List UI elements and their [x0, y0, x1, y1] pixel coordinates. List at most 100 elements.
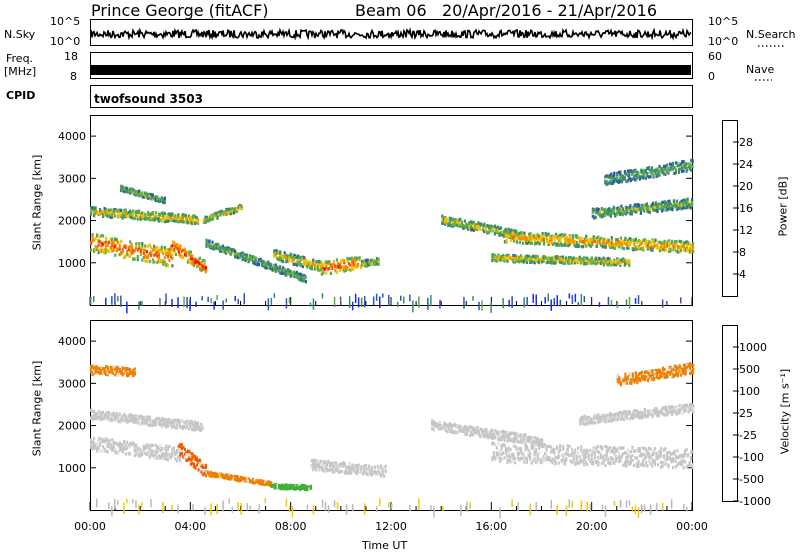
power-echo-cell: [661, 170, 664, 174]
power-echo-cell: [228, 248, 231, 252]
power-echo-cell: [315, 260, 318, 264]
velocity-echo-cell: [264, 483, 267, 487]
velocity-echo-cell: [571, 461, 574, 465]
power-echo-cell: [181, 216, 184, 220]
power-echo-cell: [621, 212, 624, 216]
power-echo-cell: [668, 199, 671, 203]
velocity-echo-cell: [637, 459, 640, 463]
power-echo-cell: [685, 205, 688, 209]
power-echo-cell: [250, 256, 253, 260]
power-echo-cell: [353, 256, 357, 260]
power-echo-cell: [654, 203, 658, 207]
power-echo-cell: [312, 258, 315, 262]
power-echo-cell: [273, 267, 276, 271]
power-echo-cell: [175, 214, 178, 219]
velocity-echo-cell: [340, 462, 343, 466]
velocity-echo-cell: [197, 458, 200, 462]
power-echo-cell: [280, 259, 283, 263]
velocity-echo-cell: [476, 427, 479, 431]
velocity-echo-cell: [232, 477, 235, 481]
velocity-echo-cell: [135, 446, 138, 450]
velocity-echo-cell: [525, 460, 529, 464]
power-echo-cell: [668, 207, 671, 211]
power-echo-cell: [192, 261, 195, 265]
power-echo-cell: [135, 246, 138, 250]
power-echo-cell: [179, 244, 182, 248]
velocity-echo-cell: [626, 448, 629, 452]
power-echo-cell: [162, 211, 165, 215]
velocity-echo-cell: [610, 450, 613, 454]
power-echo-cell: [536, 260, 539, 264]
power-echo-cell: [646, 245, 649, 249]
power-echo-cell: [132, 248, 135, 253]
power-echo-band: [120, 184, 166, 205]
power-echo-cell: [549, 235, 552, 239]
power-echo-cell: [376, 256, 379, 261]
velocity-echo-cell: [519, 449, 523, 453]
power-echo-cell: [462, 223, 465, 227]
velocity-echo-cell: [325, 468, 328, 472]
power-echo-cell: [529, 259, 532, 263]
power-echo-cell: [675, 240, 678, 244]
power-echo-cell: [346, 259, 349, 263]
power-echo-cell: [684, 249, 687, 253]
velocity-echo-cell: [255, 478, 258, 482]
power-echo-cell: [560, 257, 563, 261]
power-echo-cell: [610, 182, 613, 186]
power-echo-cell: [620, 260, 623, 264]
power-echo-cell: [142, 215, 145, 219]
nave-tick-top: 60: [708, 50, 722, 63]
velocity-echo-cell: [150, 418, 153, 422]
power-echo-cell: [677, 203, 680, 207]
velocity-echo-cell: [562, 458, 565, 462]
power-echo-cell: [141, 211, 144, 215]
power-echo-cell: [460, 224, 463, 228]
power-echo-cell: [160, 259, 163, 263]
velocity-echo-cell: [169, 421, 172, 425]
power-echo-cell: [105, 247, 108, 251]
power-echo-cell: [159, 199, 162, 203]
velocity-echo-cell: [179, 442, 182, 447]
velocity-echo-cell: [139, 452, 142, 456]
velocity-echo-cell: [126, 446, 129, 450]
power-echo-cell: [445, 217, 448, 221]
power-echo-cell: [256, 263, 259, 267]
velocity-echo-cell: [622, 463, 625, 467]
velocity-echo-cell: [309, 484, 312, 488]
power-echo-cell: [610, 259, 613, 263]
power-echo-cell: [91, 235, 94, 239]
power-echo-cell: [550, 256, 553, 260]
power-echo-cell: [118, 247, 121, 251]
power-echo-cell: [112, 211, 115, 215]
velocity-echo-cell: [461, 425, 464, 430]
velocity-echo-cell: [553, 447, 556, 451]
power-echo-cell: [322, 267, 325, 271]
power-echo-cell: [252, 255, 255, 259]
velocity-echo-cell: [479, 427, 482, 431]
power-echo-cell: [629, 208, 632, 212]
velocity-echo-cell: [568, 445, 571, 449]
power-echo-cell: [497, 255, 500, 259]
velocity-echo-cell: [133, 446, 136, 450]
velocity-echo-cell: [613, 447, 616, 451]
power-echo-cell: [640, 175, 643, 179]
power-echo-cell: [554, 261, 557, 265]
power-echo-cell: [210, 217, 213, 222]
power-echo-cell: [111, 249, 114, 253]
velocity-echo-cell: [299, 485, 302, 489]
power-echo-cell: [620, 258, 623, 262]
velocity-echo-cell: [126, 443, 129, 447]
velocity-echo-cell: [145, 415, 148, 419]
power-echo-cell: [193, 221, 196, 225]
power-echo-cell: [521, 241, 525, 245]
power-echo-cell: [561, 243, 564, 247]
power-echo-cell: [626, 209, 629, 213]
power-echo-cell: [535, 256, 538, 260]
power-echo-cell: [268, 266, 271, 270]
power-echo-cell: [603, 243, 606, 247]
power-echo-cell: [632, 169, 635, 173]
power-echo-cell: [560, 260, 563, 264]
power-echo-cell: [471, 220, 474, 224]
power-echo-cell: [499, 226, 503, 230]
velocity-echo-cell: [180, 446, 183, 450]
